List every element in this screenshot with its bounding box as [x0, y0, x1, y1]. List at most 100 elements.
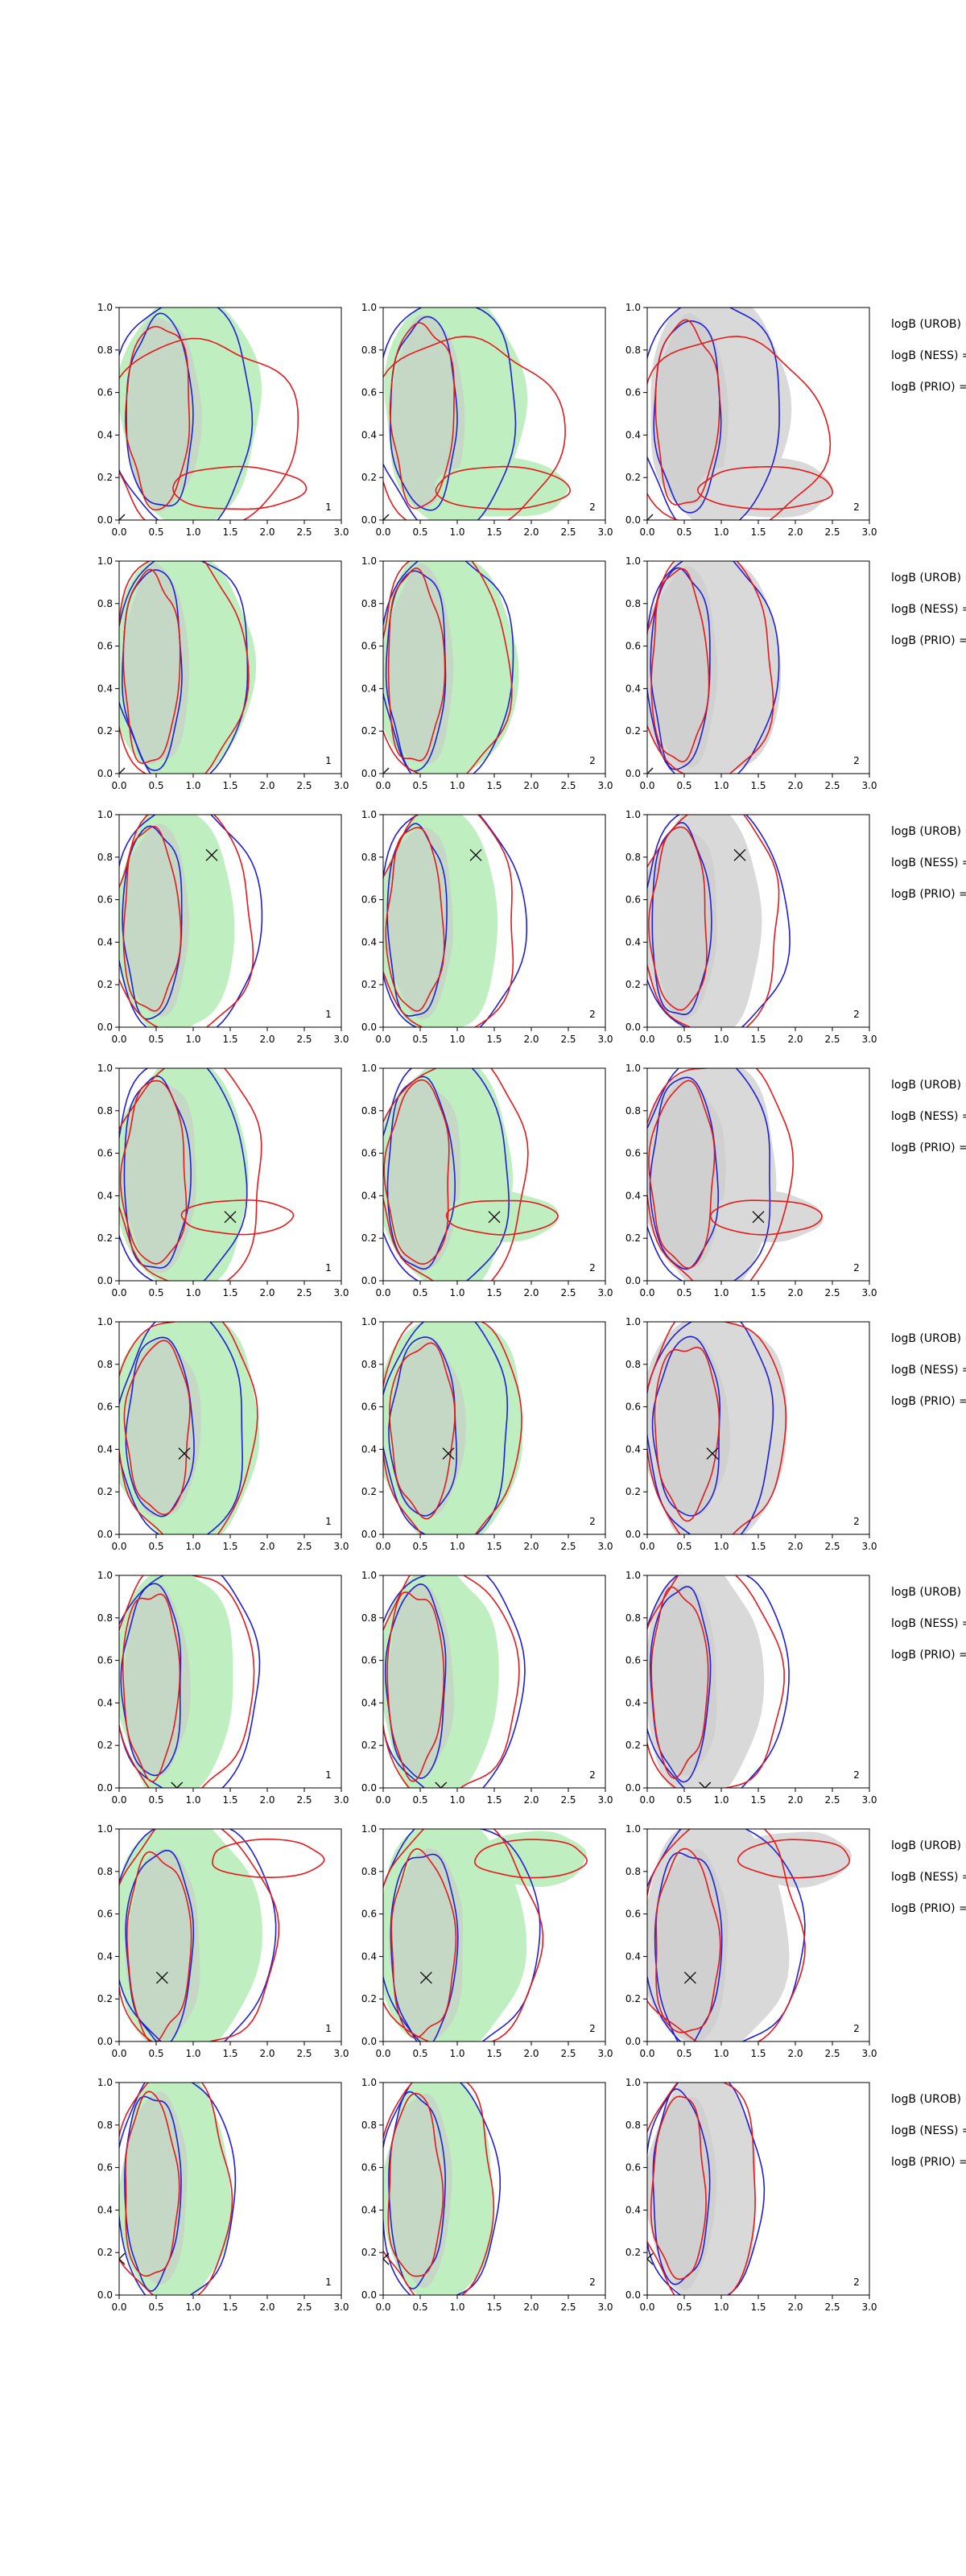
- y-tick-label: 0.2: [625, 1232, 641, 1244]
- y-tick-label: 0.6: [361, 387, 377, 398]
- blue-contour-outer: [119, 2083, 237, 2295]
- x-tick-label: 1.0: [713, 1794, 729, 1806]
- y-tick-label: 0.6: [625, 641, 641, 652]
- x-tick-label: 2.5: [824, 2301, 840, 2313]
- true-value-marker: [699, 1781, 712, 1788]
- x-tick-label: 1.5: [222, 1794, 237, 1806]
- plot-area: [119, 561, 257, 774]
- red-contour-inner: [654, 1346, 720, 1522]
- bayes-factor-label: logB (PRIO) =: [891, 381, 966, 394]
- y-tick-label: 0.2: [97, 1740, 113, 1751]
- density-fill-inner: [386, 1584, 455, 1777]
- blue-contour-inner: [125, 1336, 195, 1517]
- y-tick-label: 0.0: [625, 1275, 641, 1286]
- panel-r5-c2: 0.0 0.5 1.0 1.5 2.0 2.5 3.0 0.0 0.2 0.4 0.6 0.8 1.0 2: [361, 1316, 613, 1552]
- bayes-factor-label: logB (NESS) =: [891, 1364, 966, 1377]
- y-tick-label: 0.2: [625, 1486, 641, 1497]
- y-tick-label: 0.0: [97, 1529, 113, 1540]
- plot-area: [119, 2083, 237, 2295]
- y-tick-label: 0.0: [361, 1022, 377, 1033]
- x-tick-label: 3.0: [597, 1794, 613, 1806]
- x-tick-label: 3.0: [333, 526, 349, 538]
- panel-label: 2: [853, 2277, 860, 2288]
- y-tick-label: 1.0: [625, 1823, 641, 1835]
- panel-label: 2: [589, 2277, 596, 2288]
- x-tick-label: 0.0: [375, 1541, 390, 1552]
- blue-contour-outer: [383, 1575, 526, 1788]
- y-tick-label: 0.6: [97, 387, 113, 398]
- y-tick-label: 0.6: [361, 1909, 377, 1920]
- red-contour-outer: [119, 561, 250, 774]
- blue-contour-outer: [647, 308, 780, 520]
- red-contour-inner: [383, 1079, 450, 1265]
- x-tick-label: 3.0: [333, 1034, 349, 1045]
- x-tick-label: 2.5: [824, 526, 840, 538]
- x-tick-label: 1.0: [185, 1287, 200, 1298]
- panel-label: 2: [853, 502, 860, 513]
- x-tick-label: 2.0: [523, 1541, 539, 1552]
- y-tick-label: 0.8: [625, 2120, 641, 2131]
- x-tick-label: 0.0: [639, 1794, 654, 1806]
- y-tick-label: 0.8: [97, 1359, 113, 1370]
- y-tick-label: 1.0: [97, 555, 113, 567]
- x-tick-label: 0.5: [412, 1541, 427, 1552]
- panel-label: 2: [853, 1516, 860, 1527]
- y-tick-label: 0.0: [97, 514, 113, 526]
- red-contour-inner: [389, 1342, 456, 1520]
- panel-label: 2: [589, 1262, 596, 1274]
- red-contour-lobe: [180, 1199, 295, 1236]
- x-tick-label: 2.0: [787, 1541, 803, 1552]
- y-tick-label: 0.8: [97, 1105, 113, 1117]
- blue-contour-inner: [384, 1583, 447, 1779]
- blue-contour-outer: [647, 815, 791, 1027]
- red-contour-outer: [383, 1575, 520, 1788]
- y-tick-label: 0.8: [361, 852, 377, 863]
- y-tick-label: 0.4: [361, 683, 377, 694]
- y-tick-label: 0.8: [361, 1612, 377, 1624]
- y-tick-label: 0.2: [361, 472, 377, 483]
- red-contour-lobe: [172, 465, 308, 510]
- blue-contour-inner: [388, 1336, 457, 1517]
- x-tick-label: 0.0: [639, 780, 654, 791]
- panel-r5-c1: 0.0 0.5 1.0 1.5 2.0 2.5 3.0 0.0 0.2 0.4 0.6 0.8 1.0 1: [97, 1316, 349, 1552]
- y-tick-label: 0.6: [97, 1148, 113, 1159]
- blue-contour-inner: [651, 1335, 721, 1517]
- y-tick-label: 0.4: [97, 683, 113, 694]
- x-tick-label: 0.5: [676, 1287, 691, 1298]
- y-tick-label: 0.8: [361, 2120, 377, 2131]
- x-tick-label: 2.5: [824, 1287, 840, 1298]
- blue-contour-outer: [647, 1322, 774, 1534]
- blue-contour-outer: [383, 1068, 510, 1281]
- x-tick-label: 0.0: [639, 526, 654, 538]
- red-contour-outer: [383, 1829, 544, 2041]
- y-tick-label: 1.0: [361, 809, 377, 820]
- x-tick-label: 2.5: [560, 2301, 576, 2313]
- density-fill-inner: [649, 1584, 717, 1776]
- blue-contour-outer: [383, 308, 517, 520]
- y-tick-label: 0.0: [97, 768, 113, 779]
- x-tick-label: 2.0: [523, 780, 539, 791]
- density-fill-inner: [390, 314, 465, 510]
- x-tick-label: 0.0: [375, 1794, 390, 1806]
- y-tick-label: 0.0: [361, 1782, 377, 1794]
- x-tick-label: 2.5: [560, 526, 576, 538]
- true-value-marker: [647, 514, 654, 520]
- x-tick-label: 2.5: [296, 2301, 312, 2313]
- panel-label: 1: [325, 2277, 332, 2288]
- y-tick-label: 0.2: [97, 979, 113, 990]
- bayes-factor-labels-row-4: logB (UROB) = logB (NESS) = logB (PRIO) =: [891, 1079, 966, 1154]
- panel-r4-c1: 0.0 0.5 1.0 1.5 2.0 2.5 3.0 0.0 0.2 0.4 0.6 0.8 1.0 1: [97, 1063, 349, 1298]
- true-value-marker: [119, 514, 126, 520]
- blue-contour-inner: [650, 567, 711, 770]
- y-tick-label: 0.4: [625, 683, 641, 694]
- plot-area: [647, 815, 791, 1027]
- x-tick-label: 1.0: [449, 2301, 464, 2313]
- plot-area: [383, 308, 572, 520]
- y-tick-label: 0.2: [361, 725, 377, 737]
- x-tick-label: 0.0: [639, 1541, 654, 1552]
- y-tick-label: 1.0: [97, 1570, 113, 1581]
- plot-area: [647, 1829, 852, 2041]
- y-tick-label: 0.4: [625, 1443, 641, 1455]
- blue-contour-outer: [647, 1829, 806, 2041]
- y-tick-label: 0.8: [97, 1612, 113, 1624]
